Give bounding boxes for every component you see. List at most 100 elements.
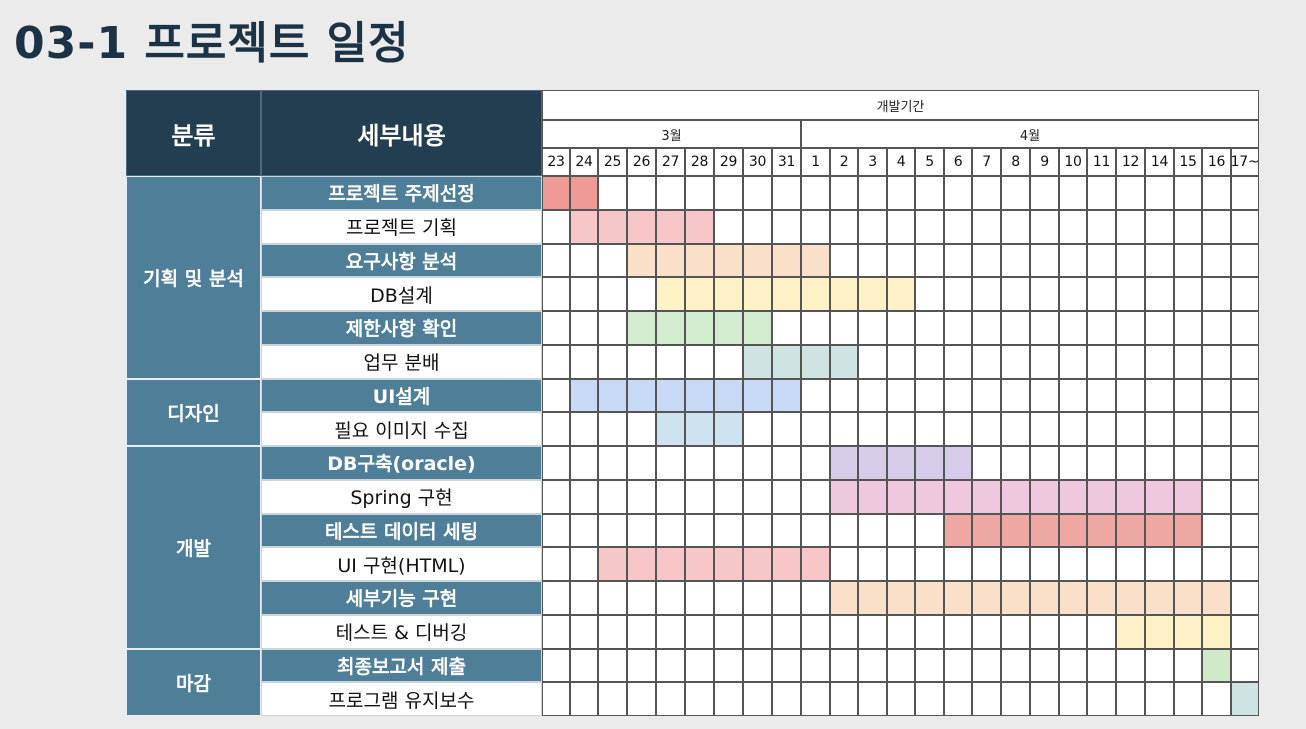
schedule-cell xyxy=(1174,648,1202,683)
schedule-cell xyxy=(1059,378,1087,413)
schedule-cell xyxy=(1145,311,1174,345)
schedule-cell xyxy=(972,344,1001,379)
schedule-cell xyxy=(887,682,915,716)
schedule-cell xyxy=(1001,614,1030,649)
schedule-cell xyxy=(1174,412,1202,446)
month-march-header: 3월 xyxy=(542,120,801,148)
schedule-cell xyxy=(570,547,598,581)
schedule-cell xyxy=(915,243,944,278)
schedule-cell xyxy=(972,277,1001,311)
schedule-cell xyxy=(944,378,972,413)
schedule-bar-cell xyxy=(1174,614,1202,649)
schedule-cell xyxy=(1087,614,1116,649)
schedule-cell xyxy=(1087,682,1116,716)
schedule-bar-cell xyxy=(1145,513,1174,548)
schedule-bar-cell xyxy=(656,209,685,244)
schedule-cell xyxy=(685,479,714,514)
schedule-cell xyxy=(1059,176,1087,210)
schedule-bar-cell xyxy=(1030,513,1059,548)
schedule-cell xyxy=(858,311,887,345)
schedule-cell xyxy=(1202,378,1231,413)
schedule-cell xyxy=(598,311,627,345)
schedule-cell xyxy=(685,648,714,683)
schedule-cell xyxy=(598,581,627,615)
schedule-cell xyxy=(1116,446,1145,480)
schedule-cell xyxy=(1087,648,1116,683)
schedule-cell xyxy=(915,513,944,548)
schedule-cell xyxy=(915,311,944,345)
schedule-cell xyxy=(915,614,944,649)
category-header: 분류 xyxy=(126,90,261,176)
task-label: Spring 구현 xyxy=(261,479,542,514)
task-label: 프로젝트 기획 xyxy=(261,209,542,244)
schedule-cell xyxy=(1145,412,1174,446)
schedule-cell xyxy=(598,682,627,716)
schedule-bar-cell xyxy=(714,277,743,311)
schedule-bar-cell xyxy=(743,547,772,581)
schedule-cell xyxy=(743,614,772,649)
schedule-cell xyxy=(1231,378,1259,413)
schedule-cell xyxy=(542,277,570,311)
schedule-cell xyxy=(1145,176,1174,210)
schedule-cell xyxy=(598,446,627,480)
schedule-bar-cell xyxy=(685,378,714,413)
schedule-cell xyxy=(1231,513,1259,548)
schedule-cell xyxy=(972,378,1001,413)
schedule-cell xyxy=(542,311,570,345)
schedule-cell xyxy=(685,614,714,649)
schedule-cell xyxy=(1231,344,1259,379)
schedule-cell xyxy=(944,243,972,278)
schedule-cell xyxy=(1202,479,1231,514)
schedule-cell xyxy=(772,446,801,480)
schedule-bar-cell xyxy=(1202,614,1231,649)
day-header: 24 xyxy=(570,148,598,176)
schedule-bar-cell xyxy=(656,277,685,311)
schedule-cell xyxy=(1087,209,1116,244)
day-header: 30 xyxy=(743,148,772,176)
schedule-bar-cell xyxy=(1001,581,1030,615)
schedule-cell xyxy=(542,378,570,413)
schedule-cell xyxy=(1116,412,1145,446)
schedule-cell xyxy=(915,344,944,379)
schedule-cell xyxy=(1030,176,1059,210)
schedule-cell xyxy=(1059,614,1087,649)
schedule-cell xyxy=(801,176,830,210)
day-header: 12 xyxy=(1116,148,1145,176)
schedule-cell xyxy=(972,412,1001,446)
schedule-cell xyxy=(1059,344,1087,379)
schedule-bar-cell xyxy=(714,412,743,446)
schedule-cell xyxy=(685,344,714,379)
task-label: 세부기능 구현 xyxy=(261,581,542,615)
schedule-cell xyxy=(542,243,570,278)
schedule-cell xyxy=(772,209,801,244)
schedule-cell xyxy=(1030,277,1059,311)
schedule-cell xyxy=(858,513,887,548)
schedule-cell xyxy=(1174,547,1202,581)
task-label: 테스트 & 디버깅 xyxy=(261,614,542,649)
schedule-cell xyxy=(542,344,570,379)
schedule-cell xyxy=(743,446,772,480)
schedule-cell xyxy=(570,581,598,615)
schedule-cell xyxy=(598,344,627,379)
schedule-cell xyxy=(656,176,685,210)
month-april-header: 4월 xyxy=(801,120,1259,148)
task-label: UI 구현(HTML) xyxy=(261,547,542,581)
detail-header: 세부내용 xyxy=(261,90,542,176)
day-header: 4 xyxy=(887,148,915,176)
schedule-cell xyxy=(570,344,598,379)
schedule-cell xyxy=(972,446,1001,480)
schedule-cell xyxy=(1001,547,1030,581)
schedule-cell xyxy=(598,648,627,683)
schedule-cell xyxy=(1145,648,1174,683)
schedule-bar-cell xyxy=(714,378,743,413)
period-header: 개발기간 xyxy=(542,90,1259,120)
day-header: 7 xyxy=(972,148,1001,176)
day-header: 25 xyxy=(598,148,627,176)
schedule-cell xyxy=(714,479,743,514)
schedule-cell xyxy=(915,648,944,683)
day-header: 6 xyxy=(944,148,972,176)
schedule-cell xyxy=(1001,277,1030,311)
schedule-cell xyxy=(1087,311,1116,345)
schedule-cell xyxy=(1116,682,1145,716)
schedule-bar-cell xyxy=(1059,581,1087,615)
